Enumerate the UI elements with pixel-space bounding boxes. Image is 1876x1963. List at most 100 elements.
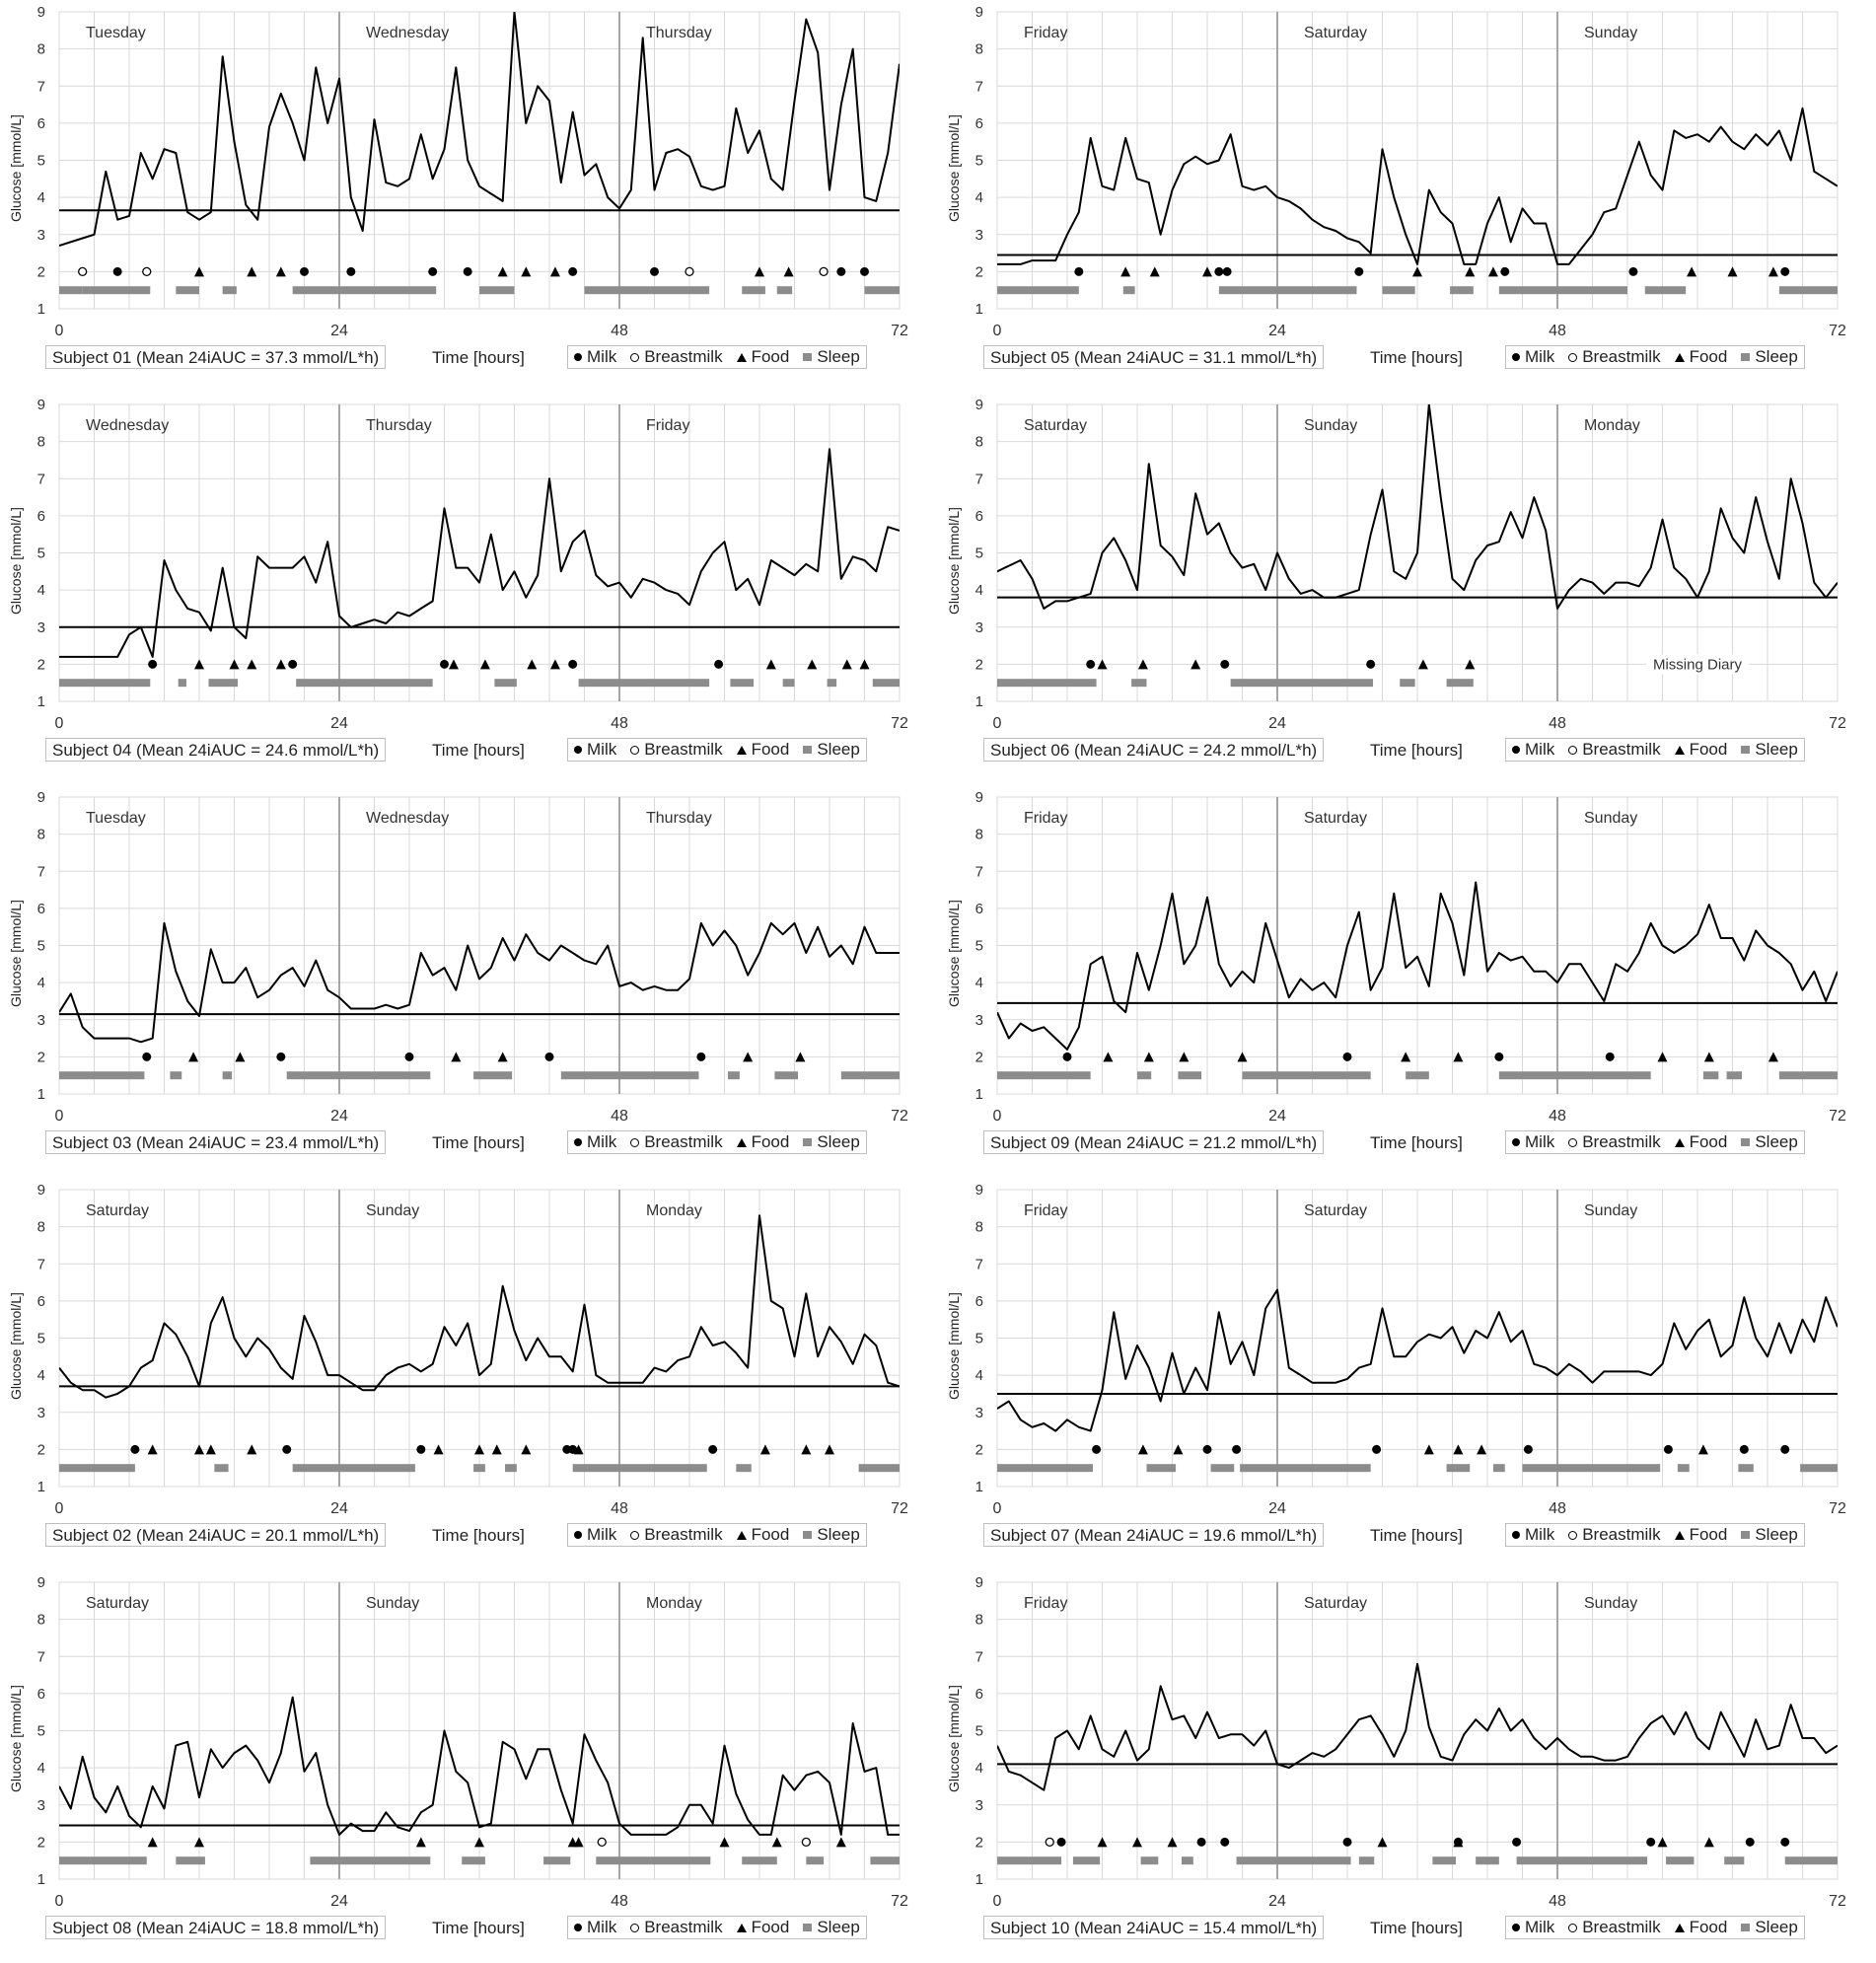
food-marker [497,266,508,277]
milk-marker [544,1052,554,1061]
sleep-symbol-icon [1741,1531,1751,1539]
legend-item-food: Food [736,1523,790,1547]
glucose-chart: 1 2 3 4 5 6 7 8 9 0 24 48 72 Friday Saturday Sunday [975,789,1846,1125]
food-marker [1477,1444,1487,1455]
y-tick-label: 1 [37,301,45,318]
y-tick-label: 8 [975,434,983,451]
sleep-bar [473,1464,485,1473]
day-label: Friday [1024,1202,1067,1219]
food-marker [1453,1444,1464,1455]
food-marker [1697,1444,1708,1455]
sleep-bar [1450,286,1474,295]
legend-item-food: Food [1674,345,1727,369]
milk-marker [1372,1444,1382,1454]
sleep-bar [1498,286,1627,295]
sleep-bar [1072,1856,1101,1865]
sleep-bar [1446,679,1474,688]
legend: Milk Breastmilk Food Sleep [567,738,867,762]
milk-marker [1056,1837,1066,1847]
breastmilk-symbol-icon [1568,1530,1578,1540]
sleep-bar [1358,1856,1375,1865]
food-marker [1120,266,1131,277]
subject-label: Subject 10 (Mean 24iAUC = 15.4 mmol/L*h) [983,1916,1325,1939]
y-tick-label: 5 [37,1331,45,1347]
milk-marker [1220,659,1230,669]
legend-label: Breastmilk [1582,1525,1661,1544]
sleep-bar [1382,286,1415,295]
note-background [1646,654,1749,675]
legend-item-breastmilk: Breastmilk [1568,345,1661,369]
sleep-bar [730,679,755,688]
sleep-bar [840,1071,900,1080]
legend-item-food: Food [736,345,789,369]
y-tick-label: 6 [975,901,983,917]
milk-marker [568,266,578,276]
sleep-bar [176,286,199,295]
x-axis-title: Time [hours] [1370,1133,1463,1152]
milk-marker [1222,266,1232,276]
legend-label: Sleep [817,740,860,759]
y-axis-title: Glucose [mmol/L] [8,899,24,1007]
milk-marker [1628,266,1638,276]
y-tick-label: 9 [975,1182,983,1199]
y-tick-label: 4 [975,1760,983,1777]
sleep-bar [858,1464,900,1473]
y-tick-label: 2 [975,656,983,673]
sleep-bar [1218,286,1357,295]
food-marker [1423,1444,1434,1455]
milk-marker [130,1444,140,1454]
legend-item-milk: Milk [1512,1523,1554,1547]
food-marker [1097,1837,1108,1848]
y-tick-label: 6 [975,1686,983,1703]
x-tick-label: 0 [55,1500,64,1517]
food-marker [1687,266,1697,277]
glucose-chart: 1 2 3 4 5 6 7 8 9 0 24 48 72 Friday Saturday Sunday [975,1182,1846,1517]
food-marker [765,659,776,670]
sleep-bar [728,1071,740,1080]
legend-label: Food [751,1525,790,1544]
breastmilk-marker [78,266,88,277]
milk-marker [568,659,578,669]
legend-label: Breastmilk [1582,740,1661,759]
milk-marker [463,266,472,276]
sleep-bar [1240,1464,1371,1473]
y-tick-label: 4 [37,1760,45,1777]
x-tick-label: 48 [611,1893,628,1910]
legend-item-breastmilk: Breastmilk [630,1916,723,1939]
milk-marker [300,266,309,276]
y-tick-label: 7 [975,78,983,95]
x-tick-label: 0 [993,1108,1002,1125]
food-marker [497,1052,508,1062]
legend-item-sleep: Sleep [1741,1130,1798,1154]
y-tick-label: 8 [975,1612,983,1629]
y-tick-label: 6 [975,115,983,132]
day-label: Monday [646,1595,702,1612]
y-tick-label: 2 [975,1834,983,1851]
legend-label: Food [751,740,790,759]
legend-item-milk: Milk [574,345,616,369]
legend-label: Breastmilk [1582,1132,1661,1151]
day-label: Friday [1024,1595,1067,1612]
y-tick-label: 2 [975,1441,983,1458]
food-symbol-icon [736,745,747,755]
legend-item-food: Food [736,1916,789,1939]
milk-marker [1342,1837,1352,1847]
food-marker [759,1444,770,1455]
food-marker [573,1837,584,1848]
y-tick-label: 5 [37,938,45,955]
x-tick-label: 48 [1549,1108,1566,1125]
legend-label: Food [1689,1132,1728,1151]
x-tick-label: 24 [1268,1500,1286,1517]
legend-label: Milk [587,1918,617,1936]
y-tick-label: 4 [975,189,983,206]
x-tick-label: 72 [1829,323,1846,339]
food-marker [1132,1837,1142,1848]
y-axis-title: Glucose [mmol/L] [946,113,962,222]
food-marker [1657,1052,1668,1062]
y-tick-label: 1 [975,1479,983,1495]
milk-marker [1739,1444,1749,1454]
breastmilk-marker [142,266,152,277]
legend-item-breastmilk: Breastmilk [1568,1523,1661,1547]
sleep-bar [736,1464,752,1473]
x-tick-label: 72 [1829,1500,1846,1517]
